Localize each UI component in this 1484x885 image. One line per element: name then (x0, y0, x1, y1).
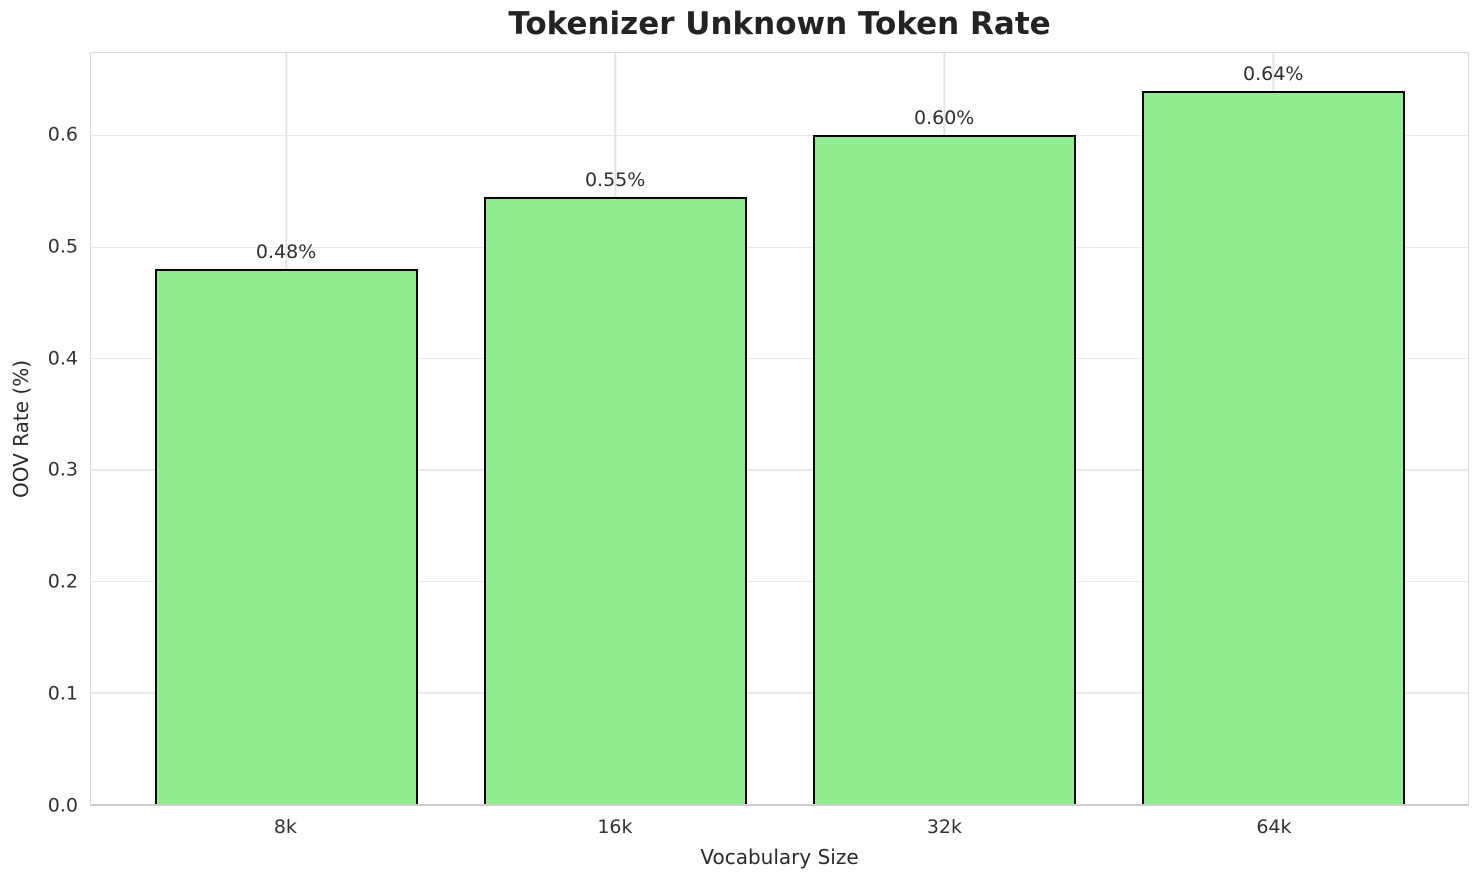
y-tick-label: 0.1 (47, 682, 78, 705)
gridline-h (91, 580, 1468, 583)
x-tick-label: 32k (926, 816, 962, 838)
bar-value-label: 0.48% (255, 241, 317, 264)
y-tick-label: 0.2 (47, 570, 78, 593)
y-tick-label: 0.4 (47, 347, 78, 370)
bar (154, 269, 418, 804)
bar (483, 196, 747, 804)
chart-title: Tokenizer Unknown Token Rate (508, 6, 1051, 42)
y-tick-label: 0.5 (47, 235, 78, 258)
bar-value-label: 0.60% (913, 107, 975, 130)
gridline-h (91, 692, 1468, 694)
gridline-h (91, 135, 1468, 137)
x-axis-label: Vocabulary Size (700, 845, 859, 869)
x-tick-label: 8k (273, 816, 297, 838)
x-tick-label: 16k (597, 816, 633, 838)
gridline-h (91, 357, 1468, 360)
bar-value-label: 0.55% (584, 168, 646, 191)
bar-value-label: 0.64% (1243, 62, 1304, 85)
gridline-h (91, 246, 1468, 248)
y-tick-label: 0.6 (47, 123, 78, 146)
plot-area: 0.48% 0.55% 0.60% 0.64% (90, 52, 1469, 806)
y-tick-label: 0.0 (47, 794, 78, 817)
bar (812, 135, 1076, 804)
gridline-h (91, 469, 1468, 471)
x-tick-label: 64k (1256, 816, 1292, 838)
y-tick-label: 0.3 (47, 458, 78, 481)
bar (1141, 90, 1405, 804)
